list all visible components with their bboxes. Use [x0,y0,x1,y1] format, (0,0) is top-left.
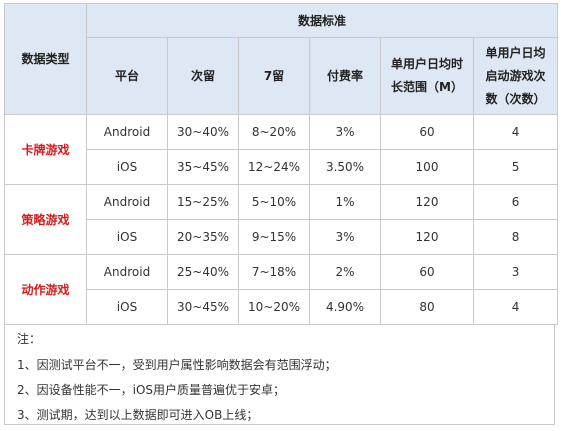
header-day2-retention: 次留 [167,37,239,115]
header-data-type: 数据类型 [4,3,87,115]
cell-day7: 9~15% [238,219,310,255]
header-data-standard: 数据标准 [85,3,559,38]
cell-launches: 5 [472,149,559,185]
header-day7-retention: 7留 [238,37,310,115]
header-avg-daily-time: 单用户日均时 长范围（M） [380,37,474,115]
cell-day7: 12~24% [238,149,310,185]
cell-pay-rate: 3% [309,219,381,255]
cell-time: 100 [380,149,474,185]
cell-pay-rate: 3% [309,114,381,150]
cell-platform: iOS [86,289,168,325]
note-item: 2、因设备性能不一，iOS用户质量普遍优于安卓； [17,383,286,397]
cell-pay-rate: 4.90% [309,289,381,325]
category-strategy-game: 策略游戏 [4,184,87,255]
cell-day2: 20~35% [167,219,239,255]
cell-time: 120 [380,219,474,255]
category-card-game: 卡牌游戏 [4,114,87,185]
cell-launches: 6 [472,184,559,220]
header-avg-daily-time-line1: 单用户日均时 [390,57,463,71]
cell-launches: 8 [472,219,559,255]
header-avg-daily-launches-line3: 数（次数） [485,91,546,106]
header-avg-daily-time-line2: 长范围（M） [391,80,463,94]
cell-launches: 4 [472,114,559,150]
cell-launches: 4 [472,289,559,325]
cell-time: 60 [380,114,474,150]
cell-day2: 25~40% [167,254,239,290]
table-row: 卡牌游戏 Android 30~40% 8~20% 3% 60 4 [4,114,559,185]
cell-platform: Android [86,184,168,220]
cell-pay-rate: 2% [309,254,381,290]
cell-day2: 30~45% [167,289,239,325]
cell-day2: 30~40% [167,114,239,150]
header-avg-daily-launches-line2: 启动游戏次 [485,68,546,83]
cell-day7: 10~20% [238,289,310,325]
category-action-game: 动作游戏 [4,254,87,325]
game-data-standards-table: 数据类型 数据标准 平台 次留 7留 付费率 单用户日均时 长范围（M） 单用户… [4,3,559,325]
cell-day2: 35~45% [167,149,239,185]
notes-section: 注： 1、因测试平台不一，受到用户属性影响数据会有范围浮动； 2、因设备性能不一… [4,325,555,425]
cell-day7: 7~18% [238,254,310,290]
cell-day7: 5~10% [238,184,310,220]
table-row: iOS 20~35% 9~15% 3% 120 8 [5,219,559,255]
header-avg-daily-launches-line1: 单用户日均 [485,45,546,60]
header-pay-rate: 付费率 [309,37,381,115]
cell-time: 60 [380,254,474,290]
cell-launches: 3 [472,254,559,290]
table-row: iOS 35~45% 12~24% 3.50% 100 5 [5,149,559,185]
cell-pay-rate: 1% [309,184,381,220]
cell-time: 120 [380,184,474,220]
cell-platform: Android [86,114,168,150]
header-avg-daily-launches: 单用户日均 启动游戏次 数（次数） [472,37,559,115]
cell-platform: iOS [86,149,168,185]
cell-time: 80 [380,289,474,325]
table-row: 动作游戏 Android 25~40% 7~18% 2% 60 3 [4,254,559,325]
table-row: iOS 30~45% 10~20% 4.90% 80 4 [5,289,559,325]
cell-day7: 8~20% [238,114,310,150]
cell-platform: Android [86,254,168,290]
table-row: 策略游戏 Android 15~25% 5~10% 1% 120 6 [4,184,559,255]
cell-day2: 15~25% [167,184,239,220]
cell-pay-rate: 3.50% [309,149,381,185]
header-platform: 平台 [86,37,168,115]
notes-title: 注： [17,332,42,346]
cell-platform: iOS [86,219,168,255]
note-item: 3、测试期，达到以上数据即可进入OB上线； [17,408,259,422]
note-item: 1、因测试平台不一，受到用户属性影响数据会有范围浮动； [17,358,337,372]
